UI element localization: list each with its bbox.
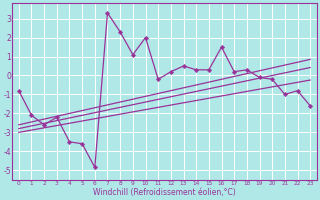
X-axis label: Windchill (Refroidissement éolien,°C): Windchill (Refroidissement éolien,°C): [93, 188, 236, 197]
